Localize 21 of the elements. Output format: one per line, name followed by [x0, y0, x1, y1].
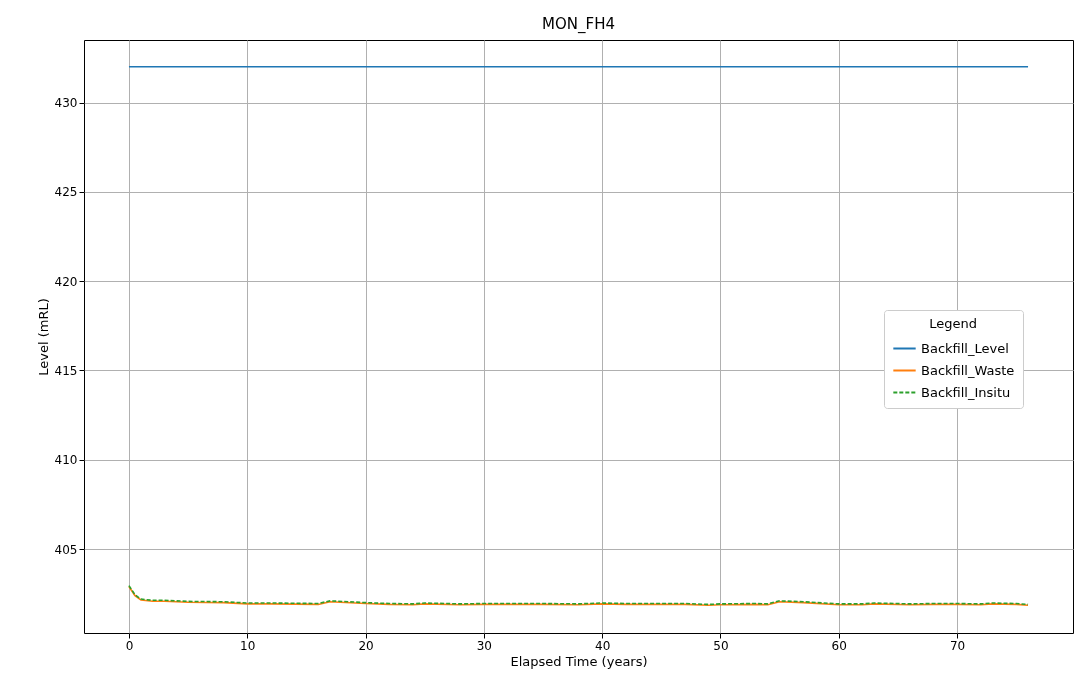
- legend-label: Backfill_Level: [921, 340, 1009, 356]
- x-axis-title: Elapsed Time (years): [510, 653, 648, 669]
- chart-title: MON_FH4: [542, 15, 615, 34]
- y-tick-label: 415: [54, 363, 78, 378]
- y-axis-title: Level (mRL): [35, 298, 51, 376]
- y-tick-label: 405: [54, 542, 78, 557]
- y-tick-label: 425: [54, 185, 78, 200]
- legend-label: Backfill_Waste: [921, 362, 1015, 378]
- x-tick-label: 0: [125, 638, 134, 653]
- legend-title: Legend: [929, 316, 977, 331]
- y-tick-label: 420: [54, 274, 78, 289]
- x-tick-label: 40: [595, 638, 611, 653]
- y-tick-label: 430: [54, 96, 78, 111]
- x-tick-label: 50: [713, 638, 729, 653]
- x-tick-label: 60: [831, 638, 847, 653]
- x-tick-label: 20: [358, 638, 374, 653]
- x-tick-label: 10: [240, 638, 256, 653]
- x-tick-label: 70: [949, 638, 966, 653]
- x-tick-label: 30: [476, 638, 492, 653]
- legend-label: Backfill_Insitu: [921, 384, 1011, 400]
- y-tick-label: 410: [54, 453, 78, 468]
